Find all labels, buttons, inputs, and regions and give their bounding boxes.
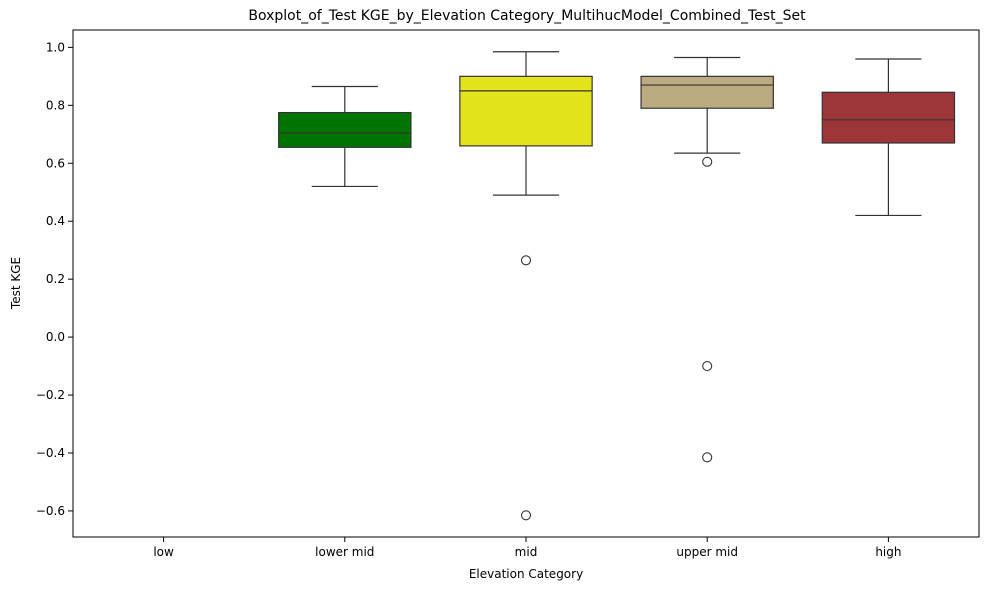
- y-tick-label: 0.0: [46, 330, 65, 344]
- x-axis-label: Elevation Category: [469, 567, 583, 581]
- iqr-box: [459, 75, 593, 147]
- box-group-4: [821, 58, 956, 217]
- iqr-box: [821, 91, 956, 144]
- y-tick-label: 0.2: [46, 272, 65, 286]
- outlier-point: [702, 156, 713, 167]
- x-tick-label: mid: [515, 545, 538, 559]
- x-tick-label: low: [153, 545, 174, 559]
- x-tick-label: lower mid: [315, 545, 374, 559]
- y-tick-label: 0.6: [46, 156, 65, 170]
- outlier-point: [520, 510, 532, 521]
- iqr-box: [640, 75, 774, 109]
- y-tick-label: −0.4: [36, 446, 65, 460]
- y-tick-label: 0.8: [46, 98, 65, 112]
- box-group-1: [278, 85, 412, 188]
- iqr-box: [278, 111, 412, 148]
- plot-area: [278, 51, 956, 521]
- outlier-point: [702, 452, 713, 463]
- x-tick-label: upper mid: [676, 545, 738, 559]
- y-axis-label: Test KGE: [9, 257, 23, 310]
- axes: −0.6 −0.4 −0.2 0.0 0.2 0.4 0.6 0.8 1.0 low lower m…: [36, 29, 980, 559]
- x-tick-label: high: [875, 545, 901, 559]
- y-tick-label: −0.6: [36, 504, 65, 518]
- box-group-3: [640, 56, 774, 463]
- y-tick-label: 1.0: [46, 40, 65, 54]
- y-tick-label: 0.4: [46, 214, 65, 228]
- outlier-point: [520, 255, 532, 266]
- chart-title: Boxplot_of_Test KGE_by_Elevation Categor…: [248, 8, 806, 24]
- outlier-point: [702, 361, 713, 372]
- y-tick-label: −0.2: [36, 388, 65, 402]
- box-group-2: [459, 51, 593, 521]
